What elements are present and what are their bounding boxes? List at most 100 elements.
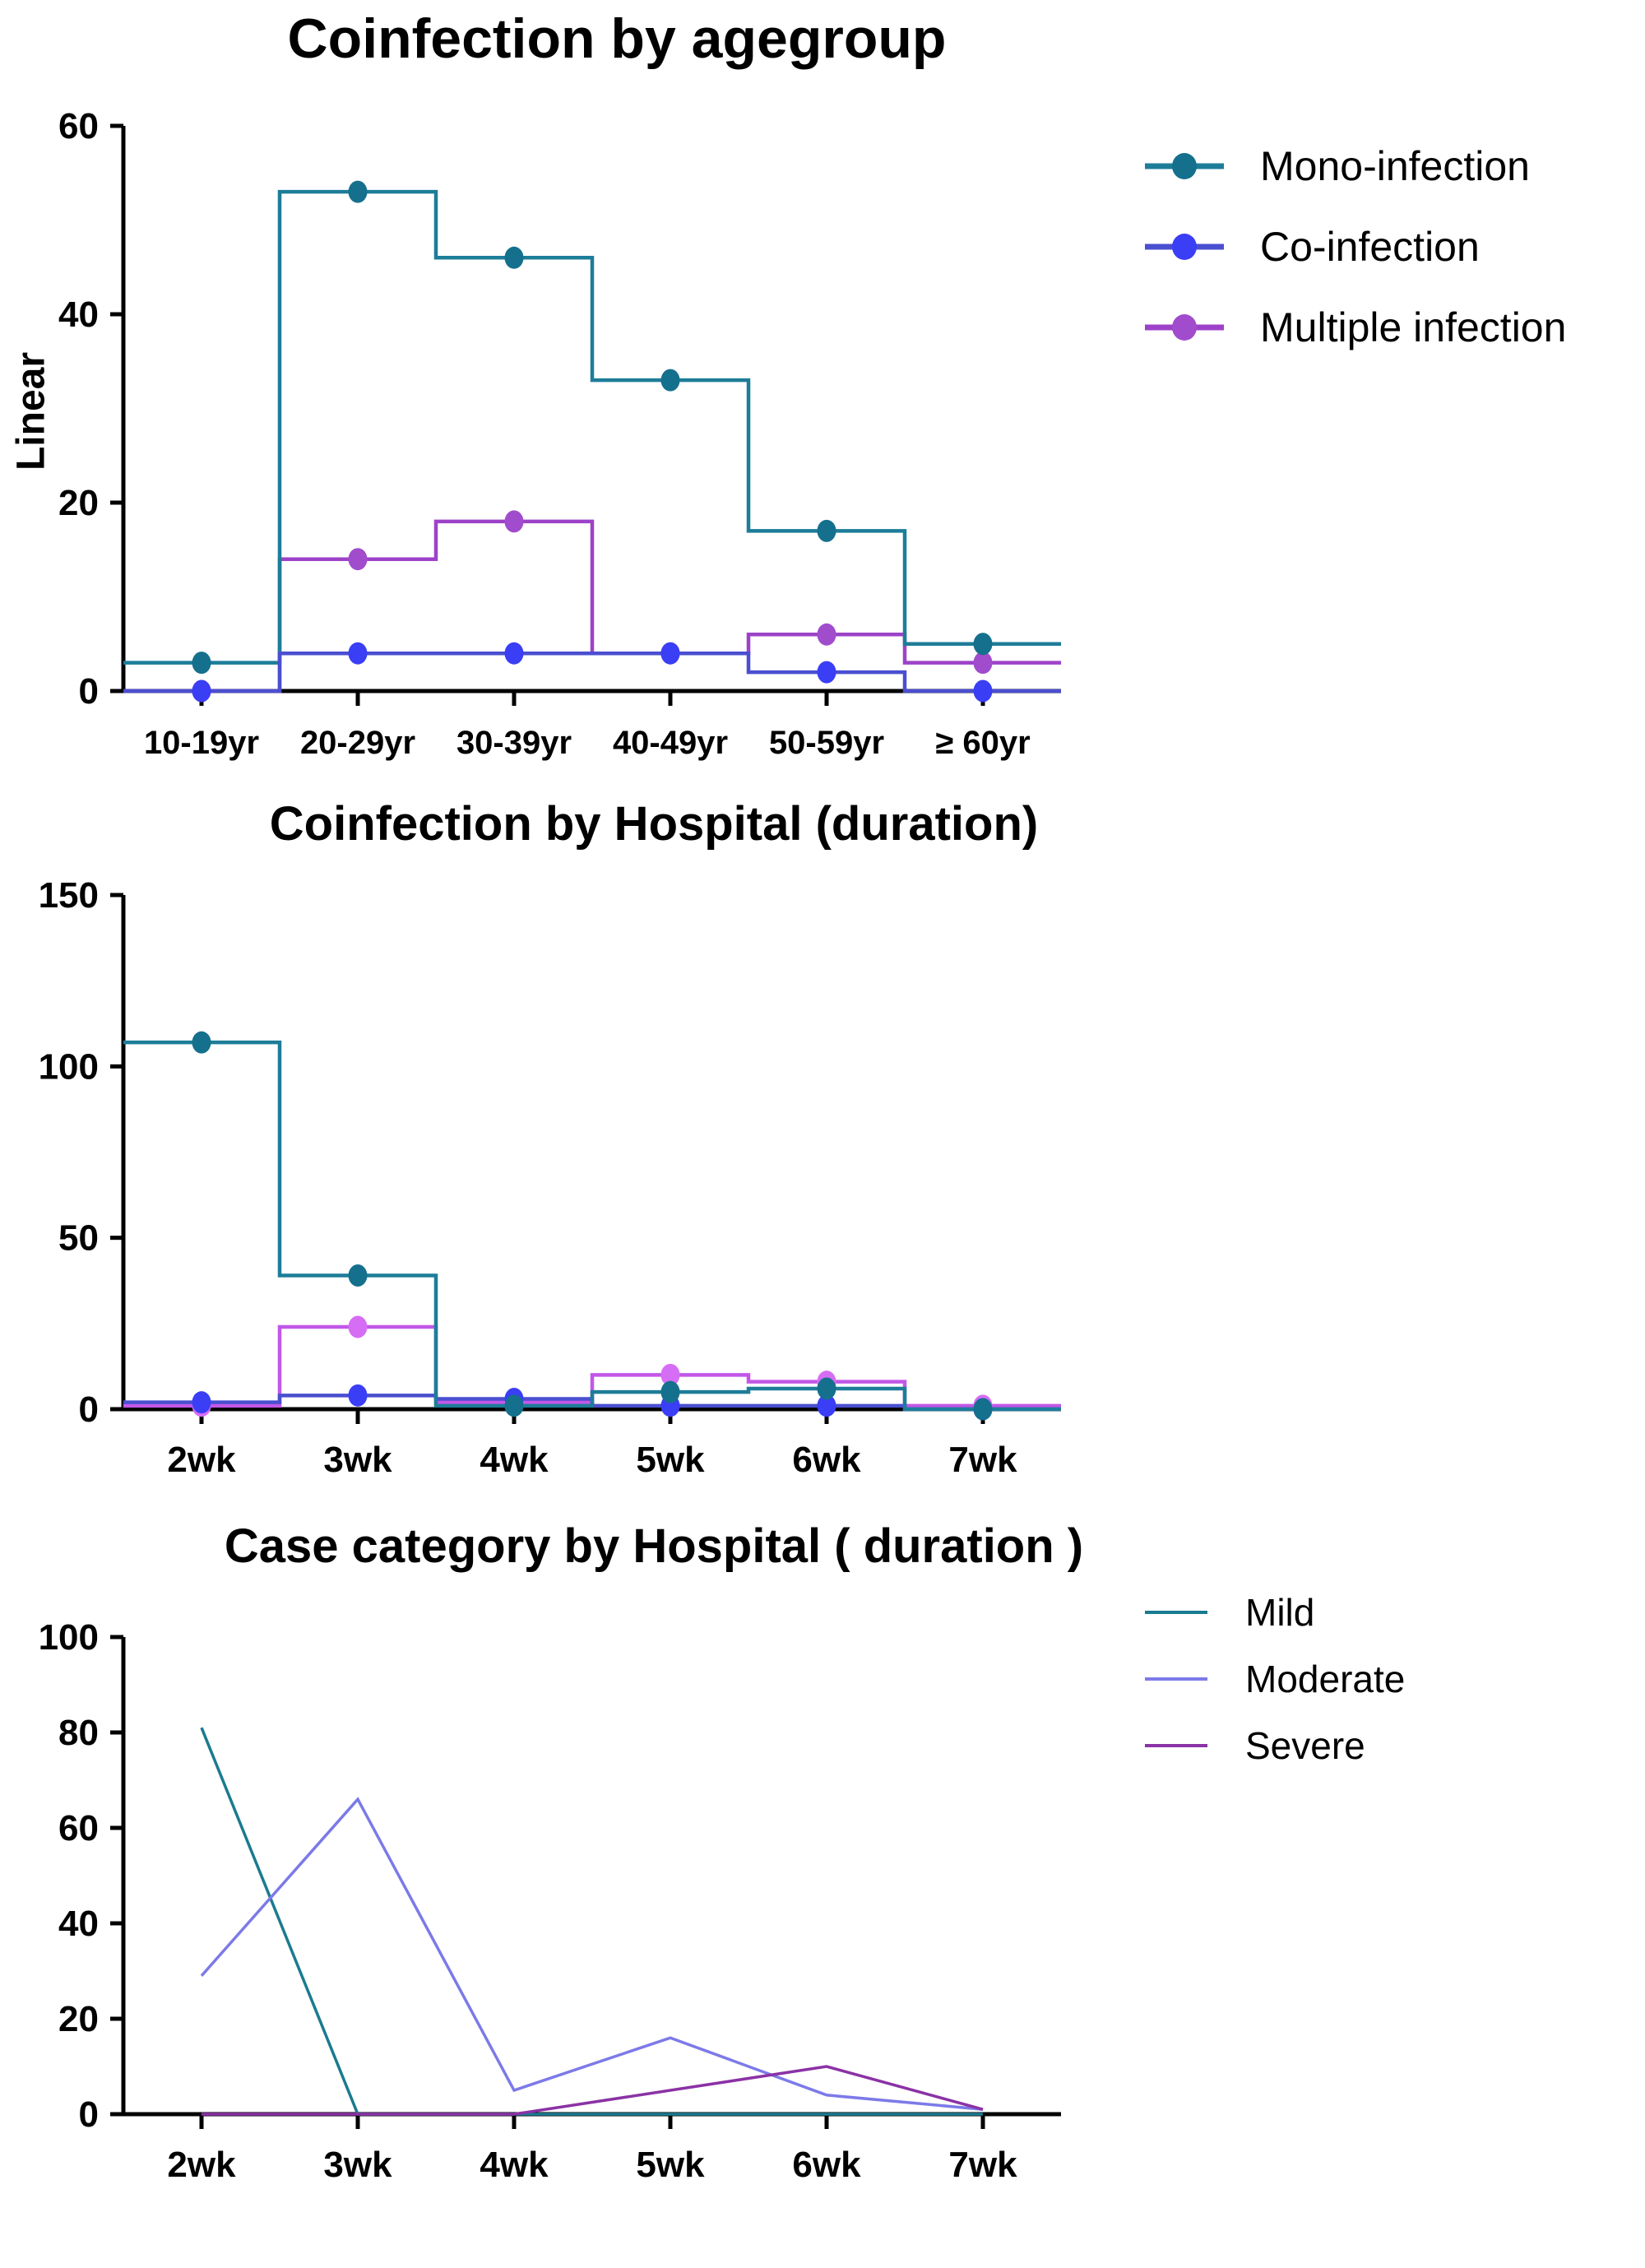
- series-moderate: [200, 1797, 984, 2111]
- data-point: [192, 1391, 211, 1414]
- y-tick-label: 0: [79, 1389, 99, 1430]
- series-step-path: [123, 1324, 1061, 1408]
- legend-dot-icon: [1172, 153, 1197, 179]
- legend-label: Multiple infection: [1260, 304, 1566, 350]
- series-line-path: [200, 1727, 983, 2116]
- x-tick-label: 40-49yr: [613, 725, 728, 761]
- x-tick-label: 3wk: [323, 2145, 392, 2185]
- x-tick-label: 20-29yr: [300, 725, 415, 761]
- y-tick-label: 20: [58, 483, 99, 523]
- data-point: [660, 1380, 680, 1403]
- data-point: [192, 652, 211, 675]
- legend-label: Mild: [1245, 1591, 1314, 1634]
- data-point: [973, 633, 993, 656]
- legend-label: Moderate: [1245, 1658, 1405, 1700]
- data-point: [192, 1031, 211, 1054]
- data-point: [348, 1384, 368, 1407]
- x-tick-label: 2wk: [167, 1440, 236, 1480]
- y-tick-label: 0: [79, 2094, 99, 2135]
- data-point: [817, 1377, 836, 1400]
- y-tick-label: 60: [58, 1808, 99, 1848]
- data-point: [973, 652, 993, 675]
- legend-label: Severe: [1245, 1724, 1365, 1767]
- legend-dot-icon: [1172, 234, 1197, 260]
- data-point: [660, 642, 680, 665]
- x-tick-label: 5wk: [636, 2145, 705, 2185]
- data-point: [973, 1398, 993, 1421]
- chart3-legend: Mild Moderate Severe: [1145, 1591, 1405, 1767]
- series-co-infection: [123, 642, 1061, 703]
- y-tick-label: 100: [39, 1617, 99, 1658]
- legend-item-severe: Severe: [1145, 1724, 1365, 1767]
- data-point: [973, 679, 993, 703]
- legend-item-moderate: Moderate: [1145, 1658, 1405, 1700]
- y-tick-label: 40: [58, 1904, 99, 1944]
- y-tick-label: 150: [39, 875, 99, 916]
- x-tick-label: 3wk: [323, 1440, 392, 1480]
- series-step-path: [123, 651, 1061, 693]
- series-multiple-infection: [123, 510, 1061, 703]
- data-point: [348, 1264, 368, 1287]
- legend-label: Co-infection: [1260, 224, 1480, 270]
- chart1-title: Coinfection by agegroup: [287, 7, 947, 70]
- chart-case-category-by-hospital-duration: 0 20 40 60 80 100 2wk 3wk 4wk 5wk 6wk 7wk: [39, 1617, 1061, 2185]
- data-point: [348, 548, 368, 571]
- data-point: [348, 642, 368, 665]
- series-mild: [200, 1727, 983, 2116]
- data-point: [348, 1315, 368, 1338]
- legend-item-co-infection: Co-infection: [1145, 224, 1480, 270]
- x-tick-label: 50-59yr: [769, 725, 884, 761]
- chart-coinfection-by-hospital-duration: 0 50 100 150 2wk 3wk 4wk 5wk 6wk 7wk: [39, 875, 1061, 1480]
- legend-label: Mono-infection: [1260, 143, 1530, 189]
- chart1-y-axis-label: Linear: [9, 351, 53, 471]
- series-line-path: [202, 2065, 984, 2116]
- legend-item-multiple-infection: Multiple infection: [1145, 304, 1566, 350]
- data-point: [504, 1394, 524, 1417]
- x-tick-label: 4wk: [480, 1440, 549, 1480]
- x-tick-label: 7wk: [948, 2145, 1017, 2185]
- y-tick-label: 0: [79, 671, 99, 712]
- y-tick-label: 50: [58, 1218, 99, 1259]
- x-tick-label: 30-39yr: [456, 725, 572, 761]
- data-point: [817, 1394, 836, 1417]
- x-tick-label: 7wk: [948, 1440, 1017, 1480]
- chart2-title: Coinfection by Hospital (duration): [269, 797, 1039, 851]
- data-point: [348, 180, 368, 203]
- legend-dot-icon: [1172, 314, 1197, 341]
- x-tick-label: 6wk: [792, 1440, 861, 1480]
- data-point: [504, 510, 524, 533]
- chart3-title: Case category by Hospital ( duration ): [224, 1519, 1084, 1573]
- y-tick-label: 80: [58, 1713, 99, 1753]
- x-tick-label: 5wk: [636, 1440, 705, 1480]
- series-mono-infection: [123, 180, 1061, 675]
- series-severe: [202, 2065, 984, 2116]
- series-step-path: [123, 519, 1061, 693]
- chart1-legend: Mono-infection Co-infection Multiple infec…: [1145, 143, 1566, 350]
- data-point: [817, 661, 836, 684]
- series-step-path: [123, 189, 1061, 665]
- legend-item-mono-infection: Mono-infection: [1145, 143, 1530, 189]
- data-point: [817, 519, 836, 542]
- y-tick-label: 60: [58, 106, 99, 146]
- y-tick-label: 100: [39, 1046, 99, 1087]
- data-point: [660, 369, 680, 392]
- data-point: [504, 246, 524, 269]
- x-tick-label: ≥ 60yr: [935, 725, 1030, 761]
- chart-coinfection-by-agegroup: 0 20 40 60 10-19yr 20-29yr 30-39yr 40-49yr 50-59…: [58, 106, 1061, 761]
- x-tick-label: 10-19yr: [144, 725, 259, 761]
- series-step-path: [123, 1040, 1061, 1412]
- x-tick-label: 4wk: [480, 2145, 549, 2185]
- y-tick-label: 40: [58, 295, 99, 335]
- x-tick-label: 2wk: [167, 2145, 236, 2185]
- data-point: [817, 623, 836, 646]
- data-point: [504, 642, 524, 665]
- data-point: [192, 679, 211, 703]
- x-tick-label: 6wk: [792, 2145, 861, 2185]
- series-mono-infection: [123, 1031, 1061, 1421]
- series-line-path: [200, 1797, 984, 2111]
- y-tick-label: 20: [58, 1999, 99, 2039]
- data-point: [660, 1363, 680, 1386]
- legend-item-mild: Mild: [1145, 1591, 1314, 1634]
